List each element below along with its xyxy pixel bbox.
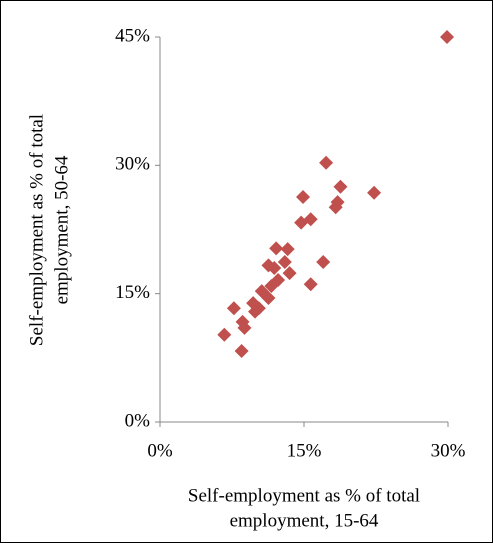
point (328, 200, 343, 215)
x-axis-title: Self-employment as % of total (188, 485, 420, 506)
point (303, 277, 318, 292)
y-tick-label: 45% (115, 25, 150, 46)
point (440, 30, 455, 44)
point (294, 215, 309, 230)
point (319, 155, 334, 170)
point (261, 290, 276, 305)
y-tick-label: 15% (115, 282, 150, 303)
point (269, 241, 284, 256)
point (226, 301, 241, 316)
point (316, 255, 331, 270)
y-tick-label: 30% (115, 154, 150, 175)
point (333, 179, 348, 194)
x-axis-title: employment, 15-64 (230, 510, 379, 531)
point (217, 327, 232, 342)
x-tick-label: 15% (287, 440, 322, 461)
point (237, 320, 252, 335)
point (367, 185, 382, 200)
y-tick-label: 0% (125, 410, 151, 431)
point (234, 343, 249, 358)
point (277, 255, 292, 270)
y-axis-title: employment, 50-64 (51, 155, 72, 304)
point (264, 278, 279, 293)
point (296, 189, 311, 204)
point (280, 242, 295, 257)
point (282, 266, 297, 281)
y-axis-title: Self-employment as % of total (26, 114, 47, 346)
point (248, 304, 263, 319)
point (267, 261, 282, 275)
x-tick-label: 30% (431, 440, 466, 461)
x-tick-label: 0% (147, 440, 173, 461)
